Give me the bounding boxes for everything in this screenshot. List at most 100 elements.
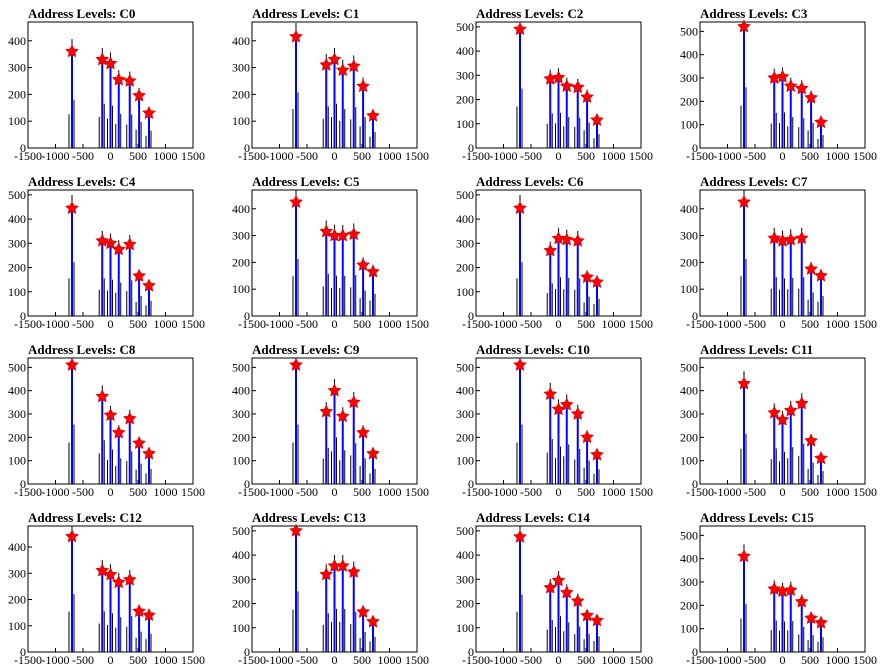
- x-tick-label: 500: [353, 317, 371, 331]
- filtered-spike: [372, 453, 374, 484]
- x-tick-label: 1500: [181, 653, 205, 667]
- y-tick-label: 0: [468, 141, 474, 155]
- chart-title: Address Levels: C0: [28, 6, 135, 21]
- peak-marker: [814, 268, 828, 282]
- y-tick-label: 300: [680, 407, 698, 421]
- x-tick-label: 1000: [378, 485, 402, 499]
- y-tick-label: 100: [680, 454, 698, 468]
- peak-marker: [103, 56, 118, 70]
- x-tick-label: 1500: [629, 317, 653, 331]
- y-tick-label: 200: [8, 87, 26, 101]
- filtered-spike: [117, 249, 120, 316]
- filtered-spike: [820, 275, 822, 316]
- y-tick-label: 0: [692, 141, 698, 155]
- filtered-spike: [789, 239, 792, 316]
- filtered-spike: [820, 122, 822, 148]
- chart-panel: Address Levels: C10 0 100 200 300 400 500 -1500…: [456, 342, 653, 499]
- y-tick-label: 200: [680, 255, 698, 269]
- y-tick-label: 100: [456, 621, 474, 635]
- peak-marker: [142, 105, 156, 119]
- x-tick-label: -500: [520, 149, 542, 163]
- x-tick-label: -1000: [266, 317, 294, 331]
- peak-marker: [590, 447, 604, 461]
- x-tick-label: -1500: [686, 485, 714, 499]
- filtered-spike: [362, 265, 365, 316]
- peak-marker: [356, 604, 370, 618]
- filtered-spike: [789, 590, 792, 652]
- x-tick-label: -1000: [266, 485, 294, 499]
- filtered-spike: [101, 240, 104, 316]
- chart-title: Address Levels: C4: [28, 174, 136, 189]
- x-tick-label: -1500: [462, 149, 490, 163]
- peak-marker: [65, 201, 79, 214]
- y-tick-label: 300: [232, 61, 250, 75]
- x-tick-label: -1500: [462, 653, 490, 667]
- x-tick-label: -500: [744, 653, 766, 667]
- filtered-spike: [295, 530, 297, 652]
- peak-marker: [570, 406, 585, 420]
- filtered-spike: [820, 622, 822, 652]
- x-tick-label: -1000: [42, 653, 70, 667]
- filtered-spike: [109, 415, 112, 484]
- chart-title: Address Levels: C11: [700, 342, 813, 357]
- x-tick-label: 0: [556, 149, 562, 163]
- peak-marker: [132, 436, 146, 449]
- y-tick-label: 100: [8, 619, 26, 633]
- filtered-spike: [565, 86, 568, 148]
- filtered-spike: [109, 574, 112, 652]
- y-tick-label: 300: [456, 572, 474, 586]
- y-tick-label: 300: [8, 236, 26, 250]
- chart-title: Address Levels: C5: [252, 174, 360, 189]
- y-tick-label: 500: [680, 24, 698, 38]
- filtered-spike: [743, 383, 745, 484]
- y-tick-label: 400: [456, 548, 474, 562]
- filtered-spike: [781, 76, 784, 148]
- filtered-spike: [549, 78, 552, 148]
- filtered-spike: [565, 404, 568, 484]
- filtered-spike: [128, 579, 131, 652]
- y-tick-label: 400: [680, 552, 698, 566]
- chart-title: Address Levels: C2: [476, 6, 583, 21]
- x-tick-label: 1000: [378, 317, 402, 331]
- peak-marker: [513, 529, 527, 543]
- x-tick-label: 1500: [853, 653, 877, 667]
- x-tick-label: -1500: [686, 317, 714, 331]
- peak-marker: [111, 72, 126, 86]
- y-tick-label: 100: [456, 117, 474, 131]
- filtered-spike: [117, 432, 120, 484]
- y-tick-label: 200: [8, 261, 26, 275]
- x-tick-label: -500: [72, 317, 94, 331]
- filtered-spike: [586, 277, 589, 316]
- peak-marker: [794, 81, 809, 95]
- filtered-spike: [372, 271, 374, 316]
- peak-marker: [103, 567, 118, 581]
- filtered-spike: [519, 536, 521, 652]
- peak-marker: [737, 19, 751, 33]
- filtered-spike: [341, 416, 344, 484]
- y-tick-label: 200: [232, 255, 250, 269]
- y-tick-label: 0: [20, 477, 26, 491]
- y-tick-label: 400: [456, 384, 474, 398]
- x-tick-label: 500: [129, 317, 147, 331]
- filtered-spike: [789, 86, 792, 148]
- x-tick-label: 0: [332, 653, 338, 667]
- peak-marker: [142, 278, 156, 292]
- filtered-spike: [325, 231, 328, 316]
- filtered-spike: [148, 113, 150, 148]
- y-tick-label: 0: [20, 141, 26, 155]
- x-tick-label: 500: [353, 149, 371, 163]
- x-tick-label: -500: [296, 485, 318, 499]
- chart-panel: Address Levels: C5 0 100 200 300 400 -1500 -100…: [232, 174, 429, 331]
- filtered-spike: [148, 285, 150, 316]
- peak-marker: [122, 572, 137, 586]
- x-tick-label: -1500: [238, 149, 266, 163]
- x-tick-label: -1000: [266, 653, 294, 667]
- peak-marker: [327, 52, 342, 66]
- peak-marker: [366, 108, 380, 122]
- y-tick-label: 100: [8, 114, 26, 128]
- filtered-spike: [71, 208, 73, 316]
- x-tick-label: 500: [801, 317, 819, 331]
- peak-marker: [319, 567, 334, 581]
- x-tick-label: 1000: [602, 653, 626, 667]
- peak-marker: [327, 383, 342, 397]
